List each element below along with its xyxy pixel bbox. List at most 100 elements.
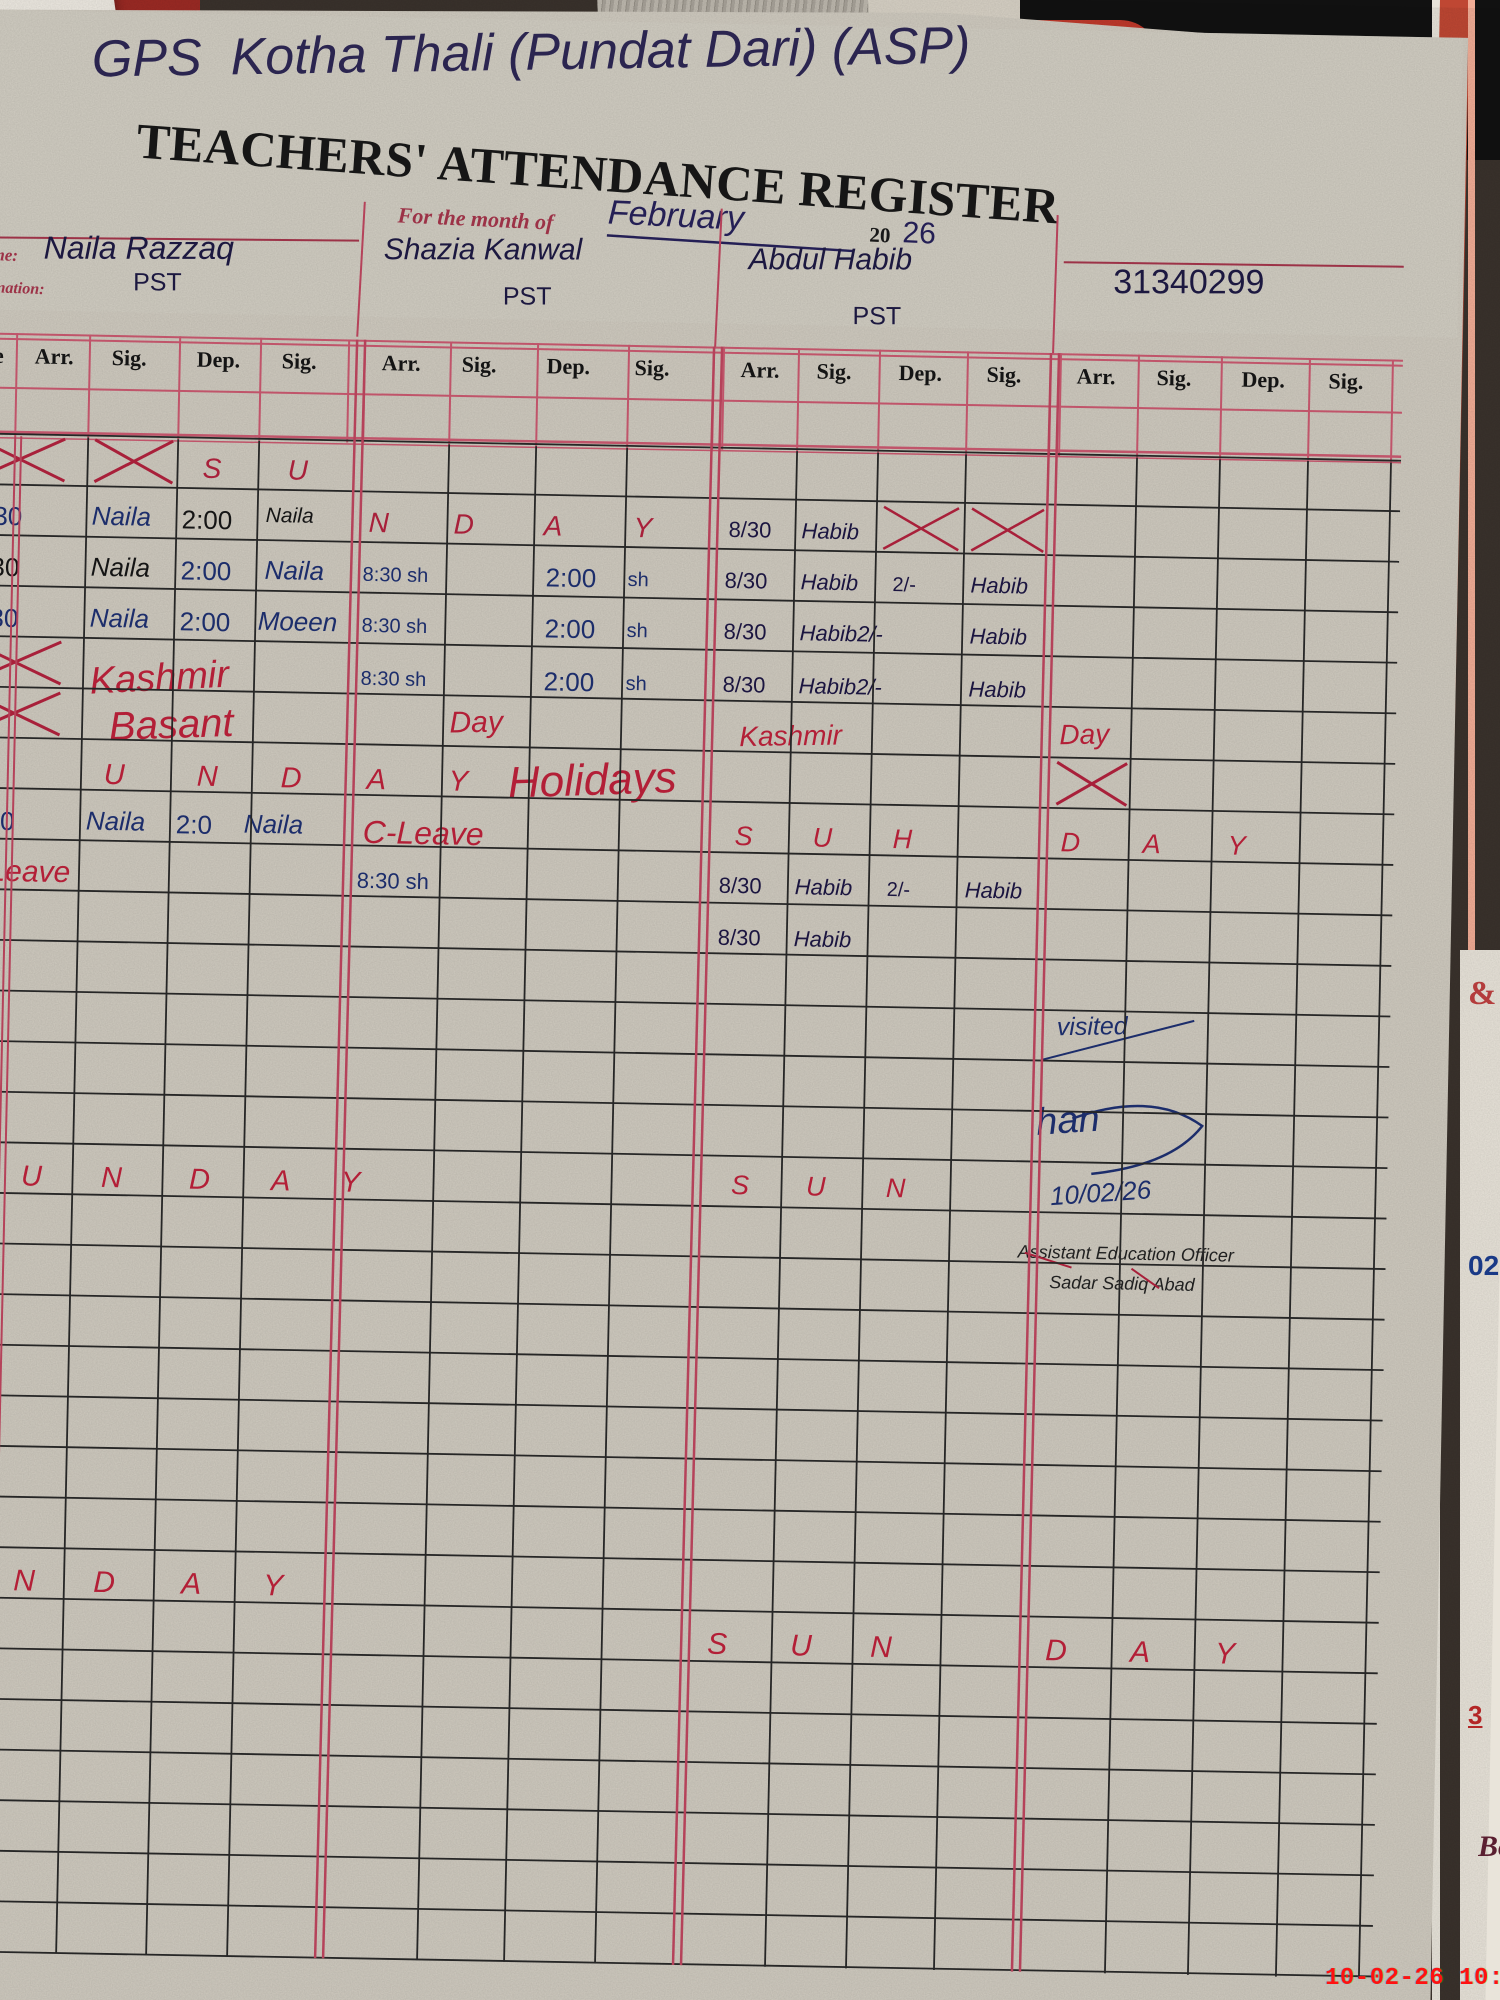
svg-text:2:0: 2:0 [176,809,213,840]
svg-text:Y: Y [263,1569,286,1602]
svg-text:D: D [453,509,474,540]
svg-text:2/-: 2/- [886,879,910,901]
svg-text:Habib: Habib [968,676,1026,702]
svg-text:2:00: 2:00 [543,666,594,697]
svg-text:S: S [734,821,753,851]
svg-text:Shazia Kanwal: Shazia Kanwal [384,233,584,266]
svg-text:31340299: 31340299 [1113,263,1264,301]
svg-text:Sig.: Sig. [1156,365,1191,391]
svg-text:N: N [13,1564,36,1597]
svg-text:2:00: 2:00 [545,562,596,593]
svg-text:D: D [1060,827,1080,857]
svg-text:Habib2/-: Habib2/- [799,620,883,647]
svg-text:Habib: Habib [800,569,858,595]
svg-text:Habib: Habib [964,877,1022,903]
svg-text:Day: Day [449,706,505,740]
svg-text:Moeen: Moeen [257,606,337,638]
svg-text:S: S [707,1628,728,1661]
svg-text:N: N [196,761,218,793]
svg-text:U: U [21,1160,44,1192]
svg-text:PST: PST [853,302,902,330]
svg-text:U: U [287,454,309,485]
svg-text:Sig.: Sig. [461,352,496,378]
svg-text:Sig.: Sig. [282,348,317,374]
svg-text:U: U [790,1629,813,1662]
svg-text:Y: Y [633,512,655,543]
svg-text:N: N [870,1631,893,1664]
svg-text:Naila: Naila [86,806,146,837]
svg-text:N: N [101,1162,123,1194]
svg-text:Dep.: Dep. [1241,367,1285,393]
svg-text:Kashmir: Kashmir [89,654,232,703]
svg-text:2:00: 2:00 [179,606,230,637]
svg-text:Arr.: Arr. [1076,363,1115,389]
svg-text:Sig.: Sig. [986,362,1021,388]
svg-text:Habib: Habib [801,518,859,544]
svg-text:U: U [806,1171,827,1201]
svg-text:Sig.: Sig. [634,355,669,381]
svg-text:Designation:: Designation: [0,278,45,298]
svg-text:N: N [886,1173,907,1203]
svg-text:Day: Day [1059,718,1111,750]
svg-text:Naila: Naila [90,552,150,583]
svg-text:Sig.: Sig. [112,345,147,371]
svg-text:Sig.: Sig. [1328,368,1363,394]
svg-text:Dep.: Dep. [197,347,241,373]
svg-text:D: D [280,762,302,794]
svg-text:visited: visited [1057,1012,1129,1041]
svg-text:D: D [93,1566,115,1599]
svg-text:A: A [541,510,562,541]
svg-text:H: H [892,824,913,854]
svg-text:PST: PST [503,282,552,310]
svg-text:8/30: 8/30 [719,873,762,899]
svg-text:Dep.: Dep. [898,360,942,386]
svg-text:Naila: Naila [91,501,151,532]
svg-text:Naila: Naila [266,504,314,528]
svg-text:Arr.: Arr. [35,343,74,369]
svg-text:2/-: 2/- [892,574,916,596]
svg-text:A: A [1140,829,1161,859]
svg-text:Abdul Habib: Abdul Habib [747,243,913,276]
svg-text:8:30 sh: 8:30 sh [360,668,426,691]
svg-text:Arr.: Arr. [740,357,779,383]
svg-text:8/30: 8/30 [722,672,765,698]
svg-text:8:30: 8:30 [0,602,19,633]
svg-text:Habib: Habib [794,926,852,952]
svg-text:8/30: 8/30 [724,568,767,594]
svg-text:Y: Y [448,766,471,798]
svg-text:sh: sh [626,620,648,642]
svg-text:8.30: 8.30 [0,551,20,582]
svg-text:sh: sh [627,569,649,591]
svg-text:D: D [1045,1634,1067,1667]
svg-text:S: S [731,1170,750,1200]
svg-text:Dep.: Dep. [546,353,590,379]
svg-text:Naila Razzaq: Naila Razzaq [44,230,235,266]
svg-text:Name:: Name: [0,244,18,265]
svg-text:Arr.: Arr. [381,350,420,376]
svg-text:8/30: 8/30 [718,925,761,951]
svg-text:Habib: Habib [969,623,1027,649]
svg-text:Naila: Naila [244,809,304,840]
svg-text:han: han [1035,1098,1101,1144]
svg-text:A: A [364,764,386,796]
svg-text:Naila: Naila [264,555,324,586]
svg-text:Date: Date [0,342,4,368]
svg-text:Habib: Habib [970,572,1028,598]
svg-text:sh: sh [625,673,647,695]
svg-text:8/30: 8/30 [723,619,766,645]
svg-text:Habib2/-: Habib2/- [798,673,882,700]
svg-text:2:00: 2:00 [181,504,232,535]
svg-text:Naila: Naila [89,603,149,634]
svg-text:A: A [269,1165,291,1197]
svg-text:Sig.: Sig. [816,358,851,384]
svg-text:Y: Y [1227,830,1248,860]
svg-text:D: D [189,1164,211,1196]
svg-text:U: U [103,759,126,791]
svg-text:N: N [368,507,390,538]
svg-text:2:00: 2:00 [544,613,595,644]
svg-text:8/30: 8/30 [728,517,771,543]
svg-text:8:30 sh: 8:30 sh [357,868,430,894]
svg-text:February: February [607,193,747,237]
svg-text:U: U [812,823,833,853]
svg-text:Habib: Habib [795,874,853,900]
